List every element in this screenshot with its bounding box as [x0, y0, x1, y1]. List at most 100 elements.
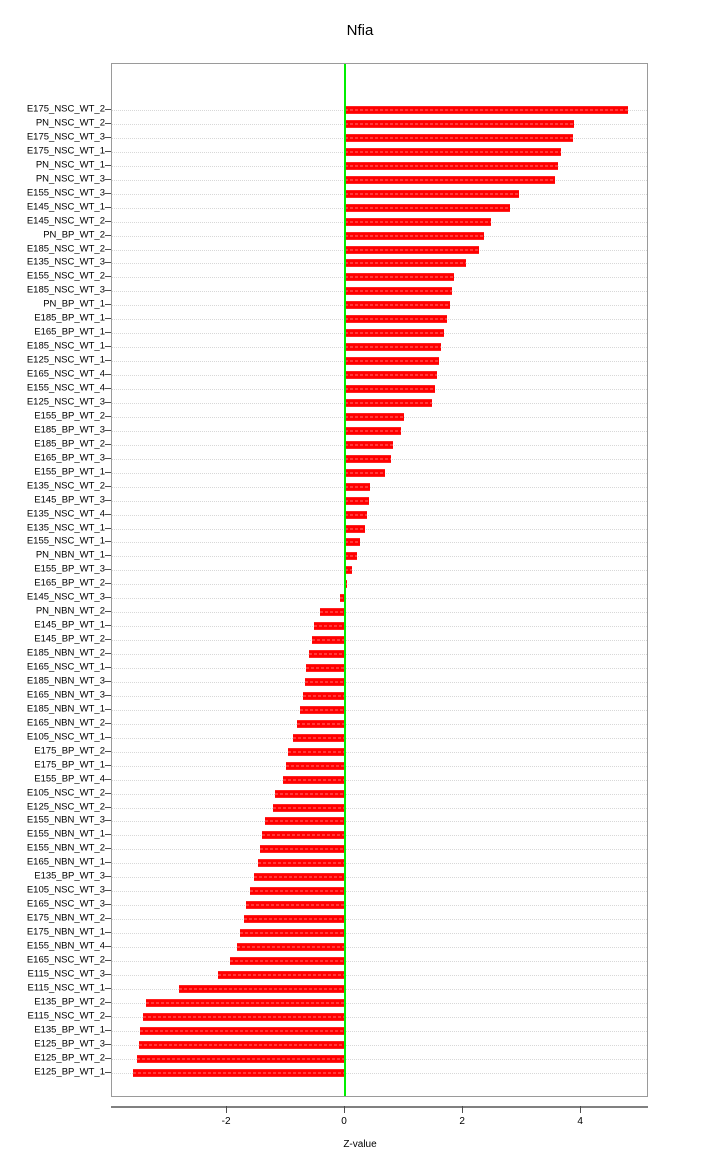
y-axis-tick — [105, 1043, 111, 1045]
y-axis-label: E155_BP_WT_1 — [34, 466, 105, 478]
y-axis-label: E105_NSC_WT_2 — [26, 787, 105, 799]
y-axis-label: E175_NSC_WT_2 — [26, 103, 105, 115]
bar — [288, 747, 346, 756]
y-axis-label: E175_NSC_WT_1 — [26, 145, 105, 157]
bar — [240, 929, 346, 938]
y-axis-tick — [105, 346, 111, 348]
gridline — [112, 779, 647, 781]
bar — [345, 468, 386, 477]
gridline — [112, 891, 647, 893]
y-axis-label: E185_BP_WT_2 — [34, 438, 105, 450]
x-axis-tick — [462, 1106, 464, 1113]
y-axis-tick — [105, 722, 111, 724]
bar — [249, 887, 346, 896]
y-axis-tick — [105, 513, 111, 515]
y-axis-tick — [105, 471, 111, 473]
y-axis-label: E155_BP_WT_4 — [34, 773, 105, 785]
y-axis-tick — [105, 918, 111, 920]
y-axis-label: E145_BP_WT_2 — [34, 633, 105, 645]
gridline — [112, 542, 647, 544]
plot-inner — [112, 64, 647, 1096]
gridline — [112, 584, 647, 586]
gridline — [112, 933, 647, 935]
y-axis-tick — [105, 415, 111, 417]
bar — [275, 789, 346, 798]
gridline — [112, 681, 647, 683]
y-axis-tick — [105, 192, 111, 194]
bar — [345, 287, 453, 296]
y-axis-label: E175_BP_WT_2 — [34, 745, 105, 757]
bar — [345, 398, 433, 407]
y-axis-label: E155_NSC_WT_1 — [26, 535, 105, 547]
bar — [345, 343, 442, 352]
y-axis-tick — [105, 806, 111, 808]
y-axis-label: E165_BP_WT_1 — [34, 326, 105, 338]
y-axis-label: E135_NSC_WT_3 — [26, 256, 105, 268]
gridline — [112, 863, 647, 865]
bar — [345, 385, 436, 393]
y-axis-label: E185_NSC_WT_1 — [26, 340, 105, 352]
bar — [218, 970, 346, 979]
y-axis-tick — [105, 150, 111, 152]
bar — [308, 650, 346, 659]
bar — [178, 984, 346, 993]
bar — [345, 189, 520, 198]
y-axis-tick — [105, 429, 111, 431]
y-axis-tick — [105, 318, 111, 320]
y-axis-tick — [105, 653, 111, 655]
bar — [293, 733, 346, 742]
y-axis-label: PN_NSC_WT_3 — [35, 173, 105, 185]
bar — [345, 552, 357, 561]
bar — [345, 496, 369, 505]
y-axis-label: E125_BP_WT_1 — [34, 1066, 105, 1078]
gridline — [112, 919, 647, 921]
gridline — [112, 668, 647, 669]
y-axis-tick — [105, 234, 111, 236]
y-axis-label: E125_BP_WT_2 — [34, 1052, 105, 1064]
y-axis-label: E165_BP_WT_2 — [34, 577, 105, 589]
gridline — [112, 640, 647, 642]
bar — [345, 203, 511, 212]
y-axis-tick — [105, 1015, 111, 1017]
gridline — [112, 1016, 647, 1018]
y-axis-tick — [105, 959, 111, 961]
y-axis-label: E115_NSC_WT_2 — [27, 1010, 105, 1022]
gridline — [112, 1030, 647, 1032]
y-axis-tick — [105, 876, 111, 878]
y-axis-label: E135_NSC_WT_1 — [26, 522, 105, 533]
y-axis-label: E185_NSC_WT_2 — [26, 243, 105, 254]
y-axis-label: E165_NSC_WT_4 — [26, 368, 105, 380]
y-axis-label: E185_NBN_WT_3 — [26, 675, 105, 687]
y-axis-label: E135_NSC_WT_4 — [26, 508, 105, 520]
y-axis-label: PN_NBN_WT_2 — [35, 605, 105, 617]
x-axis-tick — [580, 1106, 582, 1113]
gridline — [112, 626, 647, 628]
gridline — [112, 1072, 647, 1074]
y-axis-tick — [105, 136, 111, 138]
y-axis-tick — [105, 973, 111, 975]
bar — [286, 761, 346, 770]
y-axis-label: E105_NSC_WT_3 — [26, 884, 105, 896]
bar — [137, 1054, 346, 1063]
bar — [230, 956, 346, 965]
bar — [283, 775, 346, 784]
bar — [345, 329, 445, 338]
y-axis-tick — [105, 401, 111, 403]
gridline — [112, 514, 647, 516]
y-axis-label: E155_NBN_WT_1 — [26, 828, 105, 840]
x-axis-line — [111, 1106, 648, 1108]
y-axis-label: E185_NSC_WT_3 — [26, 284, 105, 296]
y-axis-tick — [105, 736, 111, 738]
y-axis-tick — [105, 374, 111, 376]
y-axis-tick — [105, 248, 111, 250]
gridline — [112, 1044, 647, 1046]
gridline — [112, 765, 647, 767]
y-axis-label: E155_BP_WT_3 — [34, 563, 105, 575]
gridline — [112, 849, 647, 851]
gridline — [112, 807, 647, 809]
y-axis-label: PN_NSC_WT_1 — [35, 159, 105, 171]
bar — [236, 943, 346, 951]
y-axis-label: E165_NBN_WT_2 — [26, 717, 105, 729]
bar — [345, 357, 440, 366]
bar — [345, 440, 394, 449]
